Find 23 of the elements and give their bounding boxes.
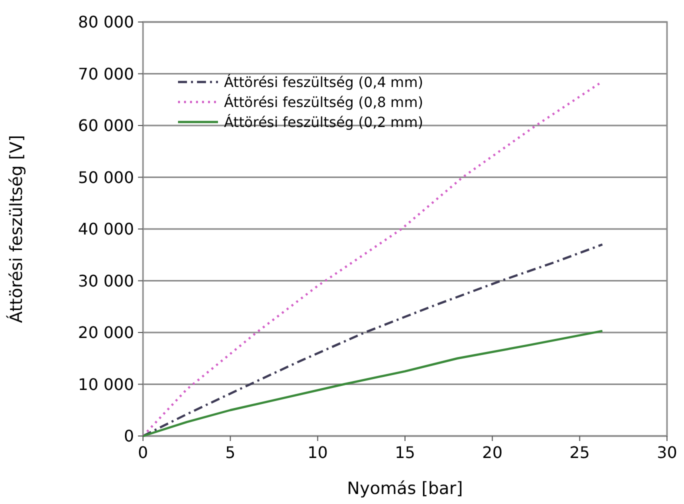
x-tick-label: 25	[569, 443, 590, 462]
y-tick-label: 0	[124, 426, 134, 446]
y-tick-label: 30 000	[78, 271, 134, 290]
line-series	[142, 330, 604, 438]
y-tick-label: 10 000	[78, 374, 134, 394]
legend-label: Áttörési feszültség (0,4 mm)	[224, 74, 424, 91]
y-tick-label: 80 000	[78, 12, 134, 32]
y-tick-label: 70 000	[78, 64, 134, 84]
y-tick-label: 40 000	[78, 220, 134, 239]
x-tick-label: 30	[656, 443, 678, 462]
x-axis-title: Nyomás [bar]	[347, 479, 463, 499]
y-tick-label: 50 000	[78, 168, 134, 187]
x-tick-label: 0	[138, 443, 148, 462]
y-tick-label: 20 000	[78, 323, 134, 342]
x-tick-label: 15	[394, 443, 416, 462]
x-tick-label: 20	[482, 443, 503, 462]
legend-label: Áttörési feszültség (0,8 mm)	[224, 94, 424, 111]
x-tick-label: 10	[307, 443, 328, 462]
legend-label: Áttörési feszültség (0,2 mm)	[224, 114, 424, 131]
line-series	[142, 243, 604, 438]
y-tick-label: 60 000	[78, 116, 134, 136]
x-tick-label: 5	[225, 443, 236, 462]
y-axis-title: Áttörési feszültség [V]	[6, 135, 27, 323]
